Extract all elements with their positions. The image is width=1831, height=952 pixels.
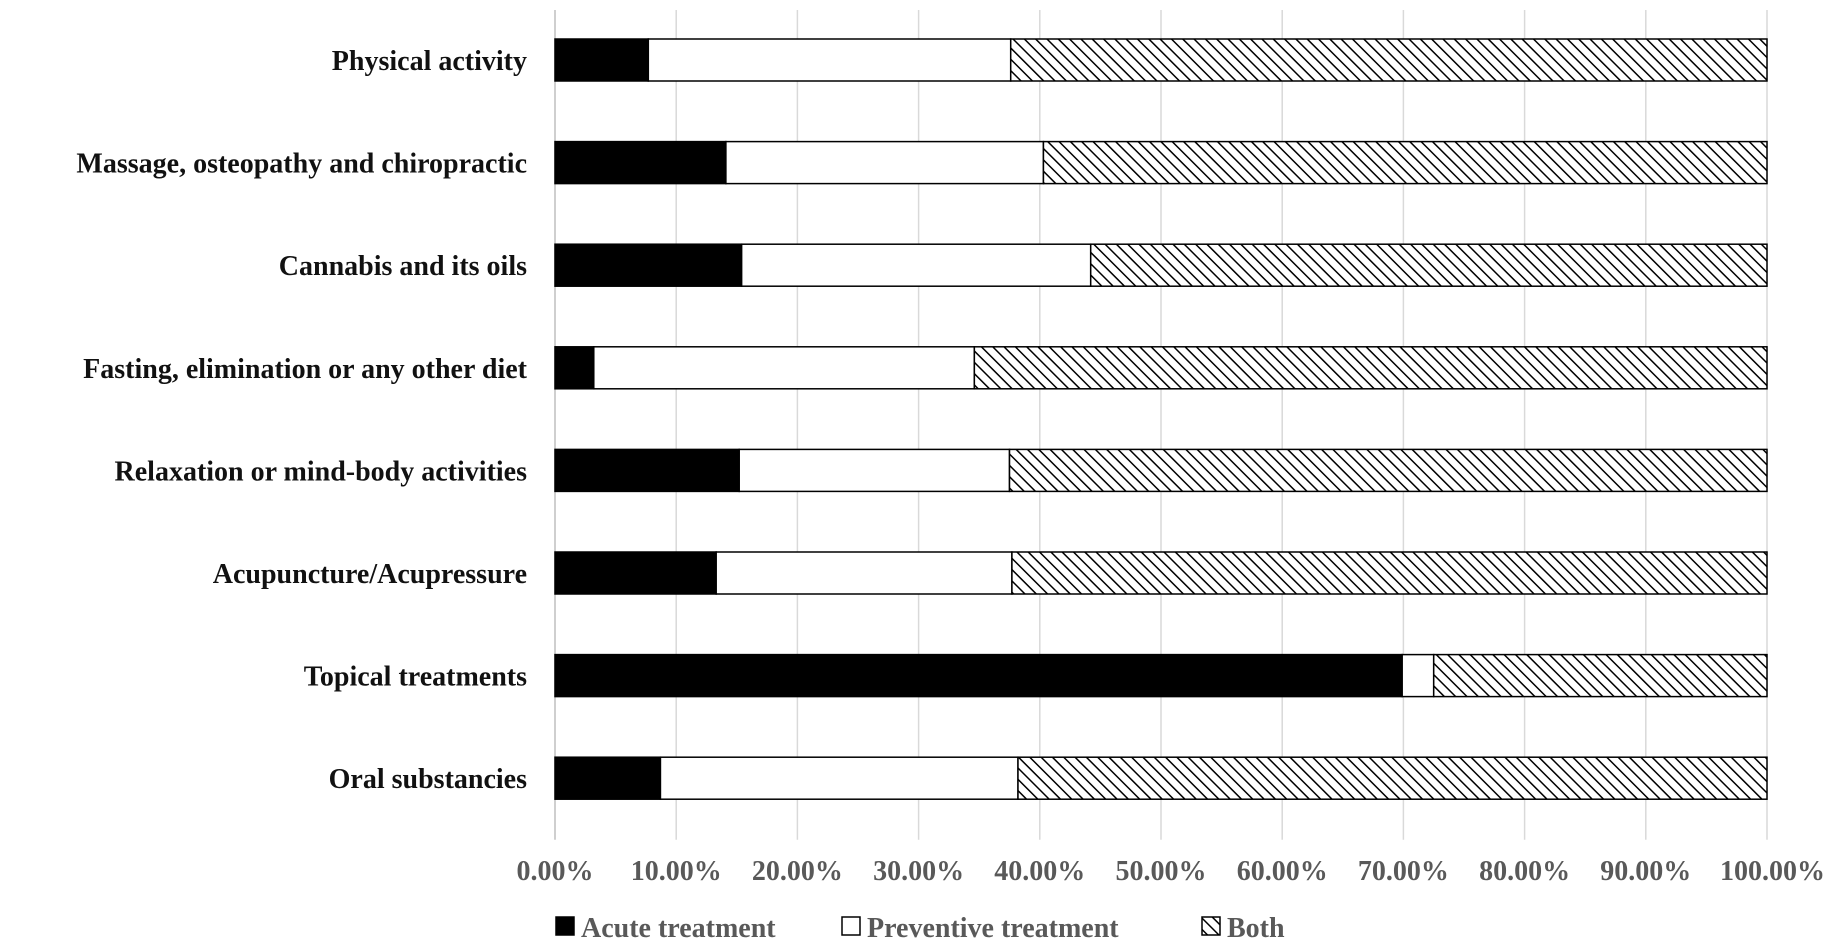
bars [554, 38, 1768, 800]
x-tick-label-10: 100.00% [1720, 856, 1825, 887]
bar-relaxation-or-mind-body-activities-acute-treatment [554, 448, 740, 493]
x-tick-label-3: 30.00% [873, 856, 964, 887]
bar-massage-osteopathy-and-chiropractic-preventive-treatment [725, 140, 1045, 185]
bar-massage-osteopathy-and-chiropractic-acute-treatment [554, 140, 727, 185]
bar-topical-treatments-both [1432, 653, 1768, 698]
x-tick-label-5: 50.00% [1116, 856, 1207, 887]
x-tick-label-7: 70.00% [1358, 856, 1449, 887]
bar-cannabis-and-its-oils-preventive-treatment [740, 243, 1092, 287]
bar-cannabis-and-its-oils-acute-treatment [554, 243, 743, 287]
x-tick-label-0: 0.00% [517, 856, 594, 887]
bar-oral-substancies-both [1017, 756, 1768, 800]
gridlines [554, 10, 1768, 840]
bar-acupuncture-acupressure-acute-treatment [554, 551, 717, 595]
legend-label-acute-treatment: Acute treatment [581, 913, 776, 944]
x-tick-label-6: 60.00% [1237, 856, 1328, 887]
x-tick-label-2: 20.00% [752, 856, 843, 887]
bar-topical-treatments-preventive-treatment [1401, 653, 1435, 698]
bar-fasting-elimination-or-any-other-diet-acute-treatment [554, 346, 595, 390]
legend-swatch-preventive-treatment [841, 916, 861, 936]
bar-relaxation-or-mind-body-activities-preventive-treatment [738, 448, 1011, 493]
category-label-physical-activity: Physical activity [332, 46, 527, 77]
x-axis-tick-labels: 0.00% 10.00% 20.00% 30.00% 40.00% 50.00% 60.00… [517, 856, 1826, 887]
x-tick-label-9: 90.00% [1600, 856, 1691, 887]
bar-topical-treatments-acute-treatment [554, 653, 1403, 698]
bar-oral-substancies-preventive-treatment [659, 756, 1019, 800]
bar-physical-activity-acute-treatment [554, 38, 650, 82]
legend-label-preventive-treatment: Preventive treatment [867, 913, 1119, 944]
bar-relaxation-or-mind-body-activities-both [1008, 448, 1768, 493]
bar-physical-activity-both [1009, 38, 1768, 82]
category-label-relaxation-or-mind-body-activities: Relaxation or mind-body activities [115, 456, 528, 487]
x-tick-label-8: 80.00% [1479, 856, 1570, 887]
x-tick-label-1: 10.00% [631, 856, 722, 887]
bar-cannabis-and-its-oils-both [1089, 243, 1768, 287]
category-label-topical-treatments: Topical treatments [304, 662, 527, 693]
bar-oral-substancies-acute-treatment [554, 756, 662, 800]
category-label-oral-substancies: Oral substancies [329, 764, 527, 795]
legend-swatch-both [1201, 916, 1221, 936]
category-label-fasting-elimination-or-any-other-diet: Fasting, elimination or any other diet [83, 354, 528, 385]
legend-label-both: Both [1227, 913, 1285, 944]
category-label-cannabis-and-its-oils: Cannabis and its oils [279, 251, 527, 282]
bar-fasting-elimination-or-any-other-diet-both [973, 346, 1768, 390]
bar-massage-osteopathy-and-chiropractic-both [1042, 140, 1768, 185]
bar-acupuncture-acupressure-both [1011, 551, 1768, 595]
bar-acupuncture-acupressure-preventive-treatment [715, 551, 1013, 595]
category-label-acupuncture-acupressure: Acupuncture/Acupressure [213, 559, 527, 590]
x-tick-label-4: 40.00% [994, 856, 1085, 887]
legend: Acute treatment Preventive treatment Both [555, 913, 1285, 944]
category-label-massage-osteopathy-and-chiropractic: Massage, osteopathy and chiropractic [76, 149, 527, 180]
category-labels: Physical activity Massage, osteopathy and… [76, 46, 527, 795]
bar-physical-activity-preventive-treatment [647, 38, 1012, 82]
legend-swatch-acute-treatment [555, 916, 575, 936]
bar-fasting-elimination-or-any-other-diet-preventive-treatment [593, 346, 976, 390]
